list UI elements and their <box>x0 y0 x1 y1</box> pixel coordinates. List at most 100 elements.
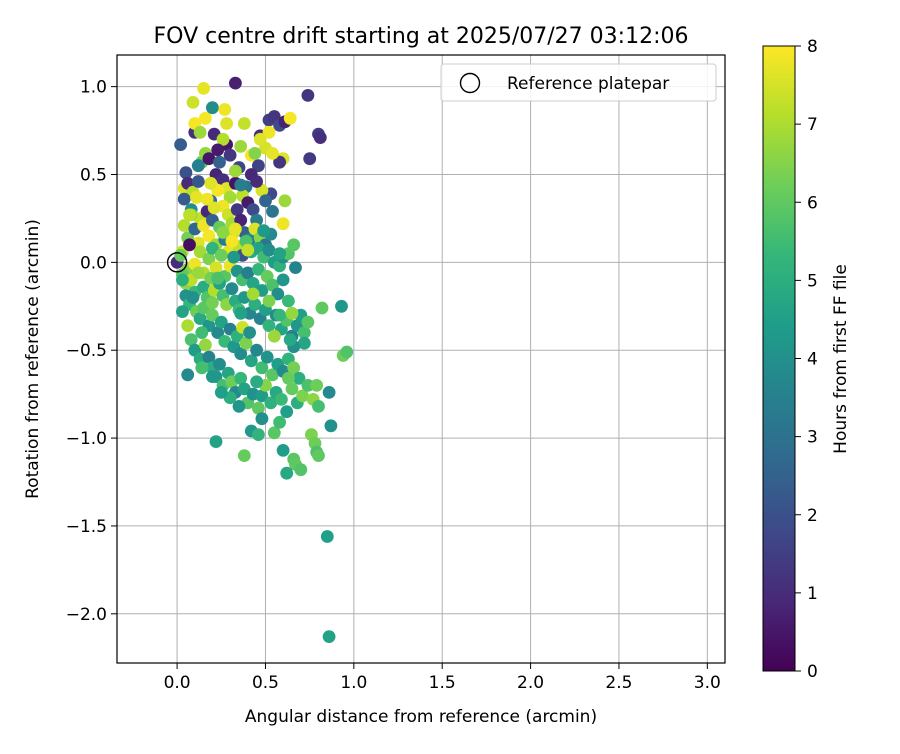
data-point <box>223 190 237 204</box>
data-point <box>322 386 336 399</box>
data-point <box>211 326 225 339</box>
data-point <box>260 350 274 364</box>
data-point <box>282 294 295 308</box>
data-point <box>229 76 242 90</box>
x-axis-label: Angular distance from reference (arcmin) <box>245 707 597 727</box>
x-tick-label: 3.0 <box>694 673 721 693</box>
data-point <box>229 164 242 178</box>
data-point <box>294 463 308 477</box>
data-point <box>273 308 286 322</box>
data-point <box>200 192 214 206</box>
colorbar-tick-label: 0 <box>807 662 818 682</box>
data-point <box>193 125 207 139</box>
data-point <box>252 263 265 276</box>
legend-box <box>440 63 717 102</box>
data-point <box>207 201 221 215</box>
data-point <box>297 336 311 350</box>
data-point <box>250 175 263 188</box>
data-point <box>230 203 244 217</box>
data-point <box>267 426 281 440</box>
data-point <box>174 248 188 262</box>
data-point <box>280 466 294 480</box>
y-tick-label: 0.0 <box>80 253 107 273</box>
data-point <box>197 280 211 294</box>
x-tick-label: 1.0 <box>340 673 367 693</box>
data-point <box>193 312 207 325</box>
data-point <box>179 166 193 180</box>
colorbar-tick-label: 8 <box>807 37 818 57</box>
data-point <box>252 159 265 173</box>
data-point <box>301 379 315 392</box>
data-point <box>214 315 228 329</box>
data-point <box>237 117 251 130</box>
legend: Reference platepar <box>440 63 717 102</box>
data-point <box>312 400 325 413</box>
data-point <box>206 308 219 322</box>
data-point <box>174 138 188 152</box>
data-point <box>255 412 269 426</box>
data-point <box>216 132 230 146</box>
data-point <box>276 217 290 231</box>
chart-title: FOV centre drift starting at 2025/07/27 … <box>154 24 689 49</box>
y-axis-label: Rotation from reference (arcmin) <box>23 219 43 499</box>
y-tick-label: −2.0 <box>66 605 107 625</box>
data-point <box>250 343 263 357</box>
data-point <box>283 333 297 347</box>
data-point <box>273 155 286 169</box>
data-point <box>276 273 290 287</box>
data-point <box>209 435 223 448</box>
data-point <box>206 241 219 255</box>
data-point <box>313 131 327 145</box>
data-point <box>296 389 309 403</box>
data-point <box>183 238 196 252</box>
data-point <box>186 96 200 109</box>
colorbar-tick-label: 4 <box>807 350 818 370</box>
plot-frame <box>116 54 726 664</box>
data-point <box>262 243 276 257</box>
colorbar-ticks: 0 1 2 3 4 5 6 7 8 <box>795 37 818 682</box>
x-tick-label: 0.0 <box>164 673 191 693</box>
x-axis-ticks: 0.0 0.5 1.0 1.5 2.0 2.5 3.0 <box>164 663 721 693</box>
data-points <box>170 76 354 643</box>
data-point <box>275 393 288 406</box>
data-point <box>252 401 265 415</box>
data-point <box>280 405 294 419</box>
data-point <box>176 305 189 318</box>
data-point <box>202 229 216 243</box>
data-point <box>246 287 260 301</box>
data-point <box>191 159 205 173</box>
data-point <box>315 301 329 315</box>
data-point <box>312 449 325 462</box>
data-point <box>266 205 279 218</box>
data-point <box>255 389 269 403</box>
data-point <box>206 101 219 115</box>
data-point <box>225 282 239 296</box>
data-point <box>225 234 239 248</box>
data-point <box>234 347 248 361</box>
data-point <box>234 371 248 385</box>
reference-marker-layer <box>166 252 188 273</box>
data-point <box>276 444 290 457</box>
data-point <box>301 315 315 329</box>
data-point <box>211 143 225 157</box>
y-tick-label: −0.5 <box>66 341 107 361</box>
data-point <box>213 357 226 371</box>
data-point <box>239 336 253 350</box>
data-point <box>213 155 226 169</box>
data-point <box>262 319 276 332</box>
data-point <box>244 354 258 368</box>
data-point <box>191 266 205 280</box>
legend-reference-circle-icon <box>459 72 481 94</box>
data-point <box>322 630 336 643</box>
data-point <box>234 140 248 153</box>
data-point <box>262 294 276 308</box>
data-point <box>202 252 216 266</box>
data-point <box>209 261 223 274</box>
data-point <box>232 400 246 413</box>
data-point <box>218 103 232 116</box>
data-point <box>266 147 279 160</box>
data-point <box>283 111 297 125</box>
data-point <box>303 152 317 166</box>
colorbar-label: Hours from first FF file <box>831 264 851 454</box>
